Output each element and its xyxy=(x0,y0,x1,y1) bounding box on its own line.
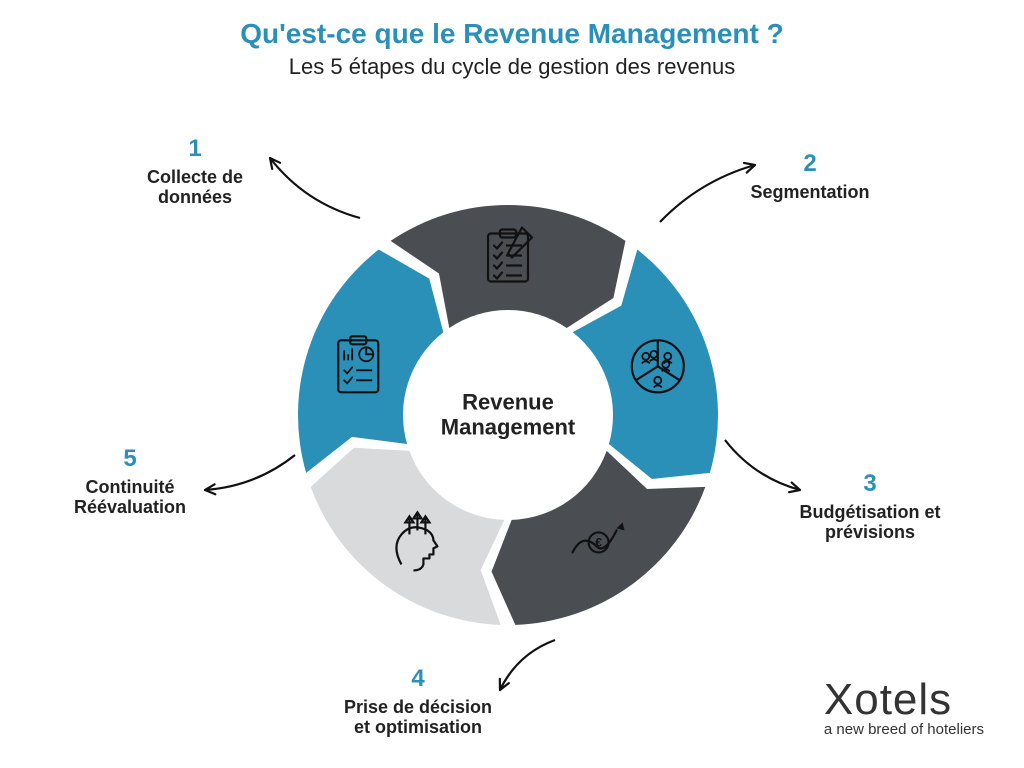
callout-step-5: 5 Continuité Réévaluation xyxy=(50,445,210,518)
brand-block: Xotels a new breed of hoteliers xyxy=(824,675,984,738)
callout-step-1: 1 Collecte de données xyxy=(115,135,275,208)
callout-label: Segmentation xyxy=(730,182,890,203)
callout-number: 5 xyxy=(50,445,210,473)
callout-step-4: 4 Prise de décision et optimisation xyxy=(338,665,498,738)
callout-step-3: 3 Budgétisation et prévisions xyxy=(790,470,950,543)
callout-arrow xyxy=(270,158,360,218)
brand-name: Xotels xyxy=(824,675,984,725)
callout-label: Budgétisation et prévisions xyxy=(790,502,950,543)
callout-number: 1 xyxy=(115,135,275,163)
callout-number: 4 xyxy=(338,665,498,693)
callout-number: 2 xyxy=(730,150,890,178)
brand-tagline: a new breed of hoteliers xyxy=(824,721,984,738)
callout-label: Collecte de données xyxy=(115,167,275,208)
callout-arrow xyxy=(205,455,295,490)
diagram-center-label: Revenue Management xyxy=(441,390,575,441)
svg-text:€: € xyxy=(595,535,602,549)
callout-label: Prise de décision et optimisation xyxy=(338,697,498,738)
callout-arrow xyxy=(725,440,800,490)
callout-step-2: 2 Segmentation xyxy=(730,150,890,202)
callout-label: Continuité Réévaluation xyxy=(50,477,210,518)
cycle-diagram: € xyxy=(0,0,1024,768)
callout-number: 3 xyxy=(790,470,950,498)
